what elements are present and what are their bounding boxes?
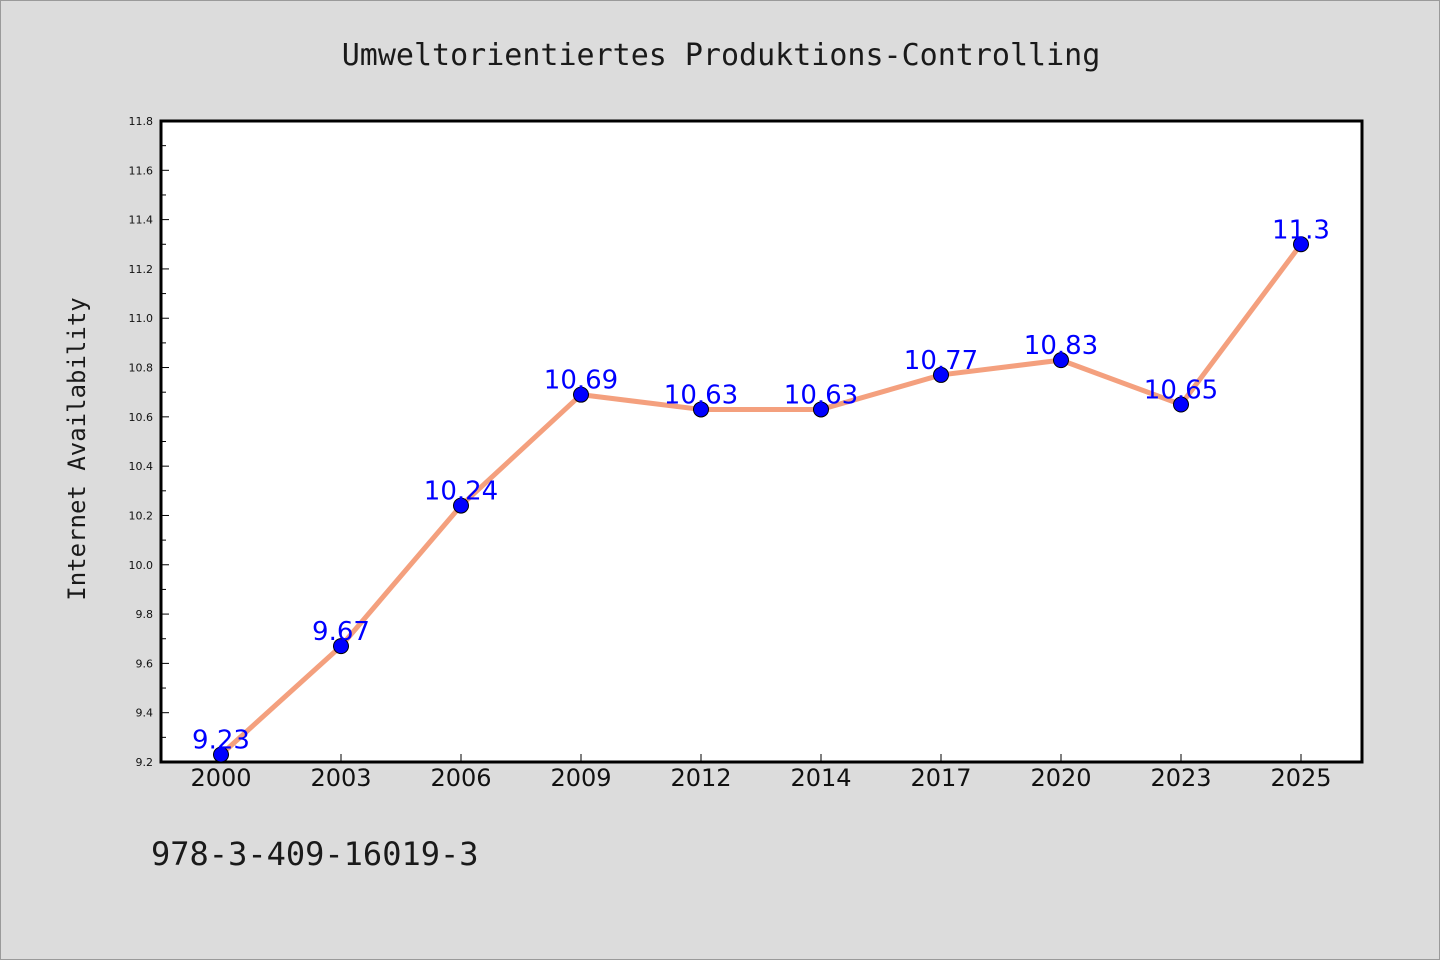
- data-point: [453, 497, 469, 514]
- data-point: [1173, 396, 1189, 413]
- x-tick-label: 2017: [910, 764, 971, 792]
- x-tick-label: 2003: [310, 764, 371, 792]
- data-label: 10.69: [544, 366, 618, 396]
- data-point: [1293, 236, 1309, 253]
- x-tick-label: 2020: [1030, 764, 1091, 792]
- y-tick-label: 11.4: [129, 214, 154, 227]
- series-line-group: [218, 241, 1304, 758]
- data-label: 9.23: [192, 726, 250, 756]
- data-point: [573, 386, 589, 403]
- x-tick-label: 2009: [550, 764, 611, 792]
- chart-title: Umweltorientiertes Produktions-Controlli…: [342, 38, 1101, 73]
- y-tick-label: 11.8: [129, 115, 154, 128]
- y-axis-label: Internet Availability: [63, 297, 91, 600]
- x-axis: 2000 2003 2006 2009 2012 2014 2017 2020 2023 2025: [190, 754, 1332, 792]
- data-label: 10.63: [664, 380, 738, 410]
- y-tick-label: 10.4: [129, 460, 154, 473]
- series-line: [218, 241, 1304, 758]
- data-label: 10.77: [904, 346, 978, 376]
- y-tick-label: 9.2: [136, 756, 154, 769]
- data-label: 10.65: [1144, 376, 1218, 406]
- x-tick-label: 2012: [670, 764, 731, 792]
- y-tick-label: 9.6: [136, 657, 154, 670]
- y-tick-label: 10.0: [129, 559, 154, 572]
- y-tick-label: 10.2: [129, 509, 154, 522]
- x-tick-label: 2006: [430, 764, 491, 792]
- x-tick-label: 2025: [1270, 764, 1331, 792]
- data-label: 9.67: [312, 617, 370, 647]
- data-point: [1053, 352, 1069, 369]
- data-label-group: 9.23 9.67 10.24 10.69 10.63 10.63 10.77 10.83 10…: [192, 215, 1330, 755]
- y-tick-label: 11.0: [129, 312, 154, 325]
- y-tick-label: 9.4: [136, 707, 154, 720]
- x-tick-label: 2000: [190, 764, 251, 792]
- data-point: [213, 746, 229, 763]
- plot-area: [159, 119, 1364, 764]
- y-axis: 9.2 9.4 9.6 9.8 10.0 10.2 10.4 10.6 10.8 11.0 11.2…: [129, 115, 169, 769]
- y-tick-label: 11.6: [129, 164, 154, 177]
- y-tick-label: 10.8: [129, 362, 154, 375]
- data-label: 11.3: [1272, 215, 1330, 245]
- data-point: [933, 366, 949, 383]
- marker-group: [213, 236, 1309, 763]
- x-tick-label: 2014: [790, 764, 851, 792]
- isbn-note: 978-3-409-16019-3: [151, 835, 479, 873]
- y-tick-label: 10.6: [129, 411, 154, 424]
- y-tick-label: 11.2: [129, 263, 154, 276]
- data-label: 10.63: [784, 380, 858, 410]
- data-label: 10.83: [1024, 331, 1098, 361]
- x-tick-label: 2023: [1150, 764, 1211, 792]
- data-point: [693, 401, 709, 418]
- y-tick-label: 9.8: [136, 608, 154, 621]
- data-label: 10.24: [424, 477, 498, 507]
- data-point: [813, 401, 829, 418]
- data-point: [333, 638, 349, 655]
